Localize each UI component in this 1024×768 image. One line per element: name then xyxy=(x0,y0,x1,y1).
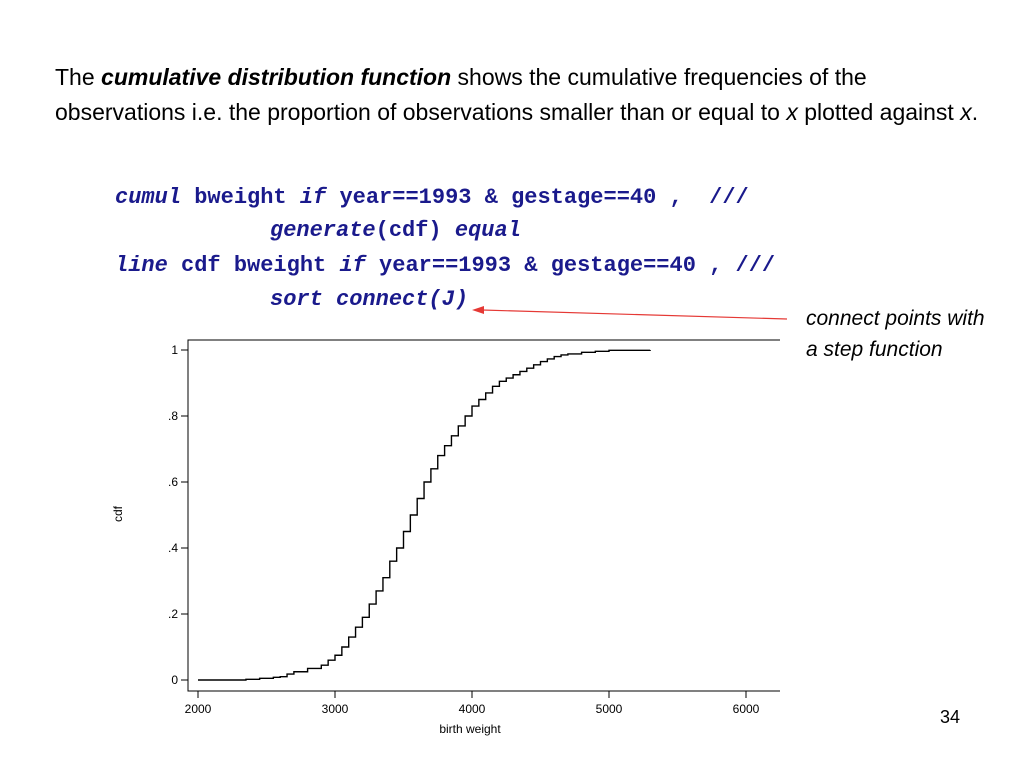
plot-frame xyxy=(187,339,780,692)
arrow-line xyxy=(481,309,788,320)
code-line-1-kw: cumul xyxy=(115,185,182,210)
y-tick-label: 0 xyxy=(171,673,178,687)
x-tick-label: 5000 xyxy=(596,702,623,716)
code-line-2-rest: (cdf) xyxy=(375,218,455,243)
x-tick-label: 3000 xyxy=(322,702,349,716)
intro-paragraph: The cumulative distribution function sho… xyxy=(55,60,995,130)
x-axis: 2000 3000 4000 5000 6000 xyxy=(185,691,760,716)
code-line-3-rest: cdf bweight xyxy=(167,253,340,278)
arrow-head-icon xyxy=(472,306,484,314)
code-line-4: sort connect(J) xyxy=(270,283,468,317)
y-tick-label: 1 xyxy=(171,343,178,357)
x-tick-label: 2000 xyxy=(185,702,212,716)
code-line-1-kw2: if xyxy=(299,185,327,210)
y-axis: 0 .2 .4 .6 .8 1 xyxy=(168,343,188,687)
code-line-1: cumul bweight if year==1993 & gestage==4… xyxy=(115,181,749,215)
code-line-2-kw2: equal xyxy=(454,218,521,243)
code-line-3: line cdf bweight if year==1993 & gestage… xyxy=(115,249,775,283)
intro-x1: x xyxy=(786,99,798,125)
code-line-4-kw: sort connect(J) xyxy=(270,287,469,312)
x-axis-label: birth weight xyxy=(439,722,501,736)
y-tick-label: .4 xyxy=(168,541,178,555)
intro-term: cumulative distribution function xyxy=(101,64,452,90)
page-number: 34 xyxy=(940,707,961,727)
code-line-1-rest2: year==1993 & gestage==40 , /// xyxy=(326,185,749,210)
code-line-3-kw2: if xyxy=(339,253,366,278)
code-line-2-kw: generate xyxy=(270,218,376,243)
code-line-1-rest: bweight xyxy=(181,185,300,210)
y-tick-label: .8 xyxy=(168,409,178,423)
cdf-step-line xyxy=(198,349,651,681)
y-axis-label: cdf xyxy=(111,505,125,522)
intro-the: The xyxy=(55,64,95,90)
intro-rest2: plotted against xyxy=(804,99,954,125)
intro-rest1: shows the cumulative frequencies of the … xyxy=(55,64,867,125)
intro-x2: x xyxy=(960,99,972,125)
cdf-chart: 0 .2 .4 .6 .8 1 2000 3000 4000 5000 6000 cdf birt… xyxy=(111,339,780,736)
code-line-3-rest2: year==1993 & gestage==40 , /// xyxy=(365,253,776,278)
code-line-2: generate(cdf) equal xyxy=(270,214,521,248)
callout-text: connect points with a step function xyxy=(806,307,985,361)
x-tick-label: 6000 xyxy=(733,702,760,716)
y-tick-label: .2 xyxy=(168,607,178,621)
y-tick-label: .6 xyxy=(168,475,178,489)
x-tick-label: 4000 xyxy=(459,702,486,716)
code-line-3-kw: line xyxy=(115,253,168,278)
intro-end: . xyxy=(971,99,979,125)
